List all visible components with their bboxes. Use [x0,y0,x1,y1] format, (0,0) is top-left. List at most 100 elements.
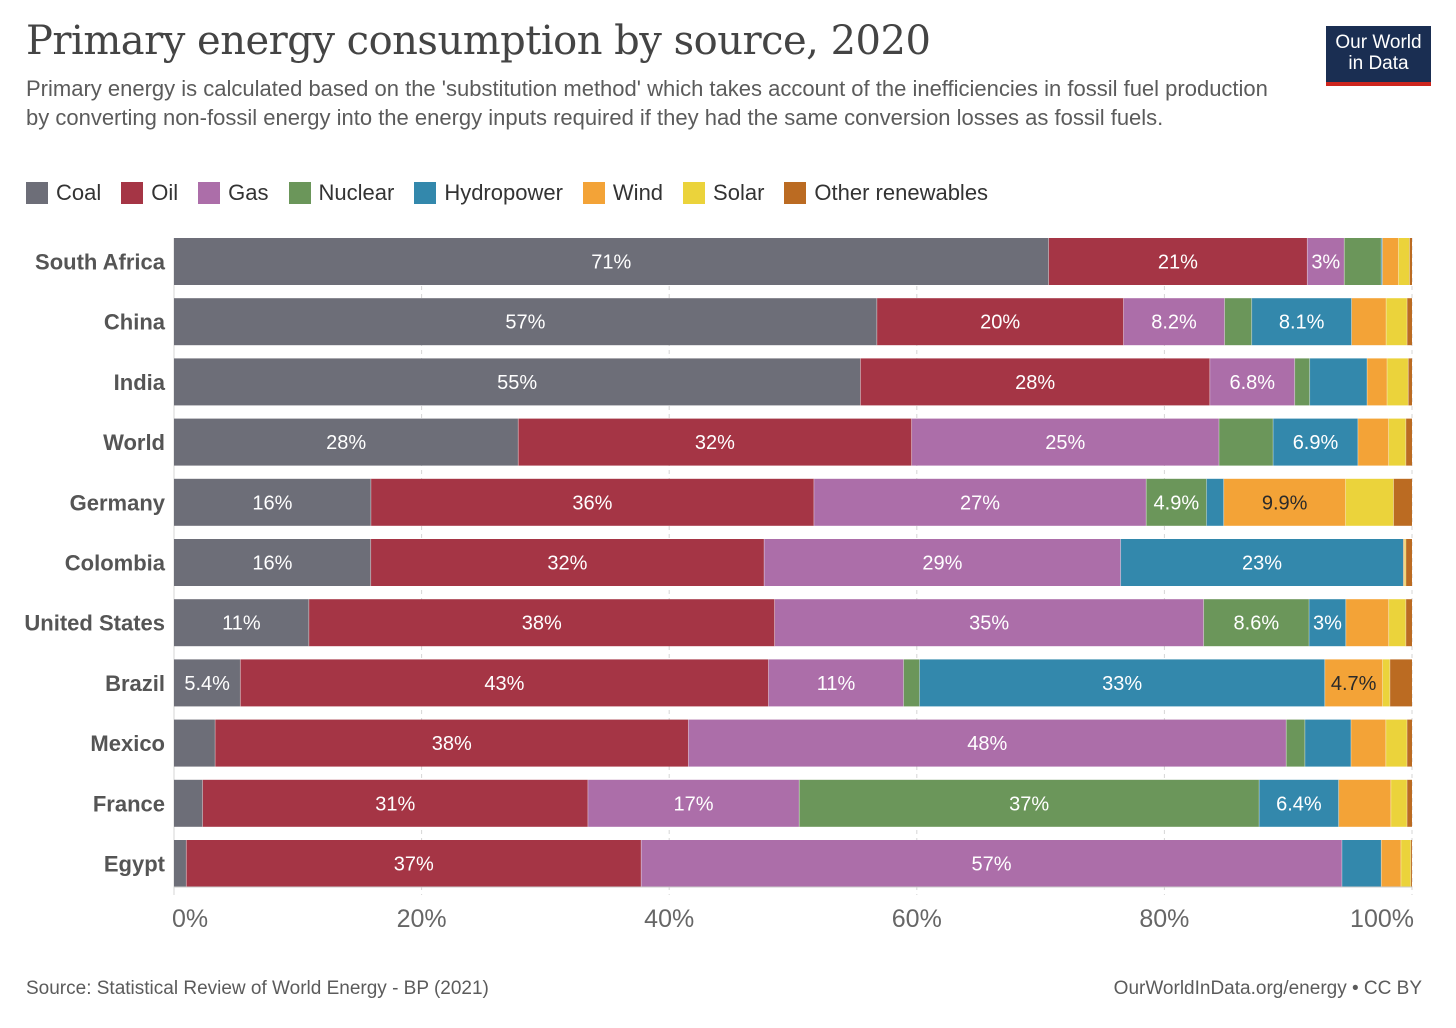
bar-segment[interactable] [1407,779,1412,827]
bar-segment[interactable] [1218,418,1274,466]
bar-segment[interactable] [1251,298,1352,346]
bar-segment[interactable] [1410,840,1412,887]
source-note[interactable]: Source: Statistical Review of World Ener… [26,978,489,999]
bar-segment[interactable] [174,659,241,707]
bar-segment[interactable] [174,478,371,526]
bar-segment[interactable] [174,840,187,887]
bar-segment[interactable] [1273,418,1358,466]
bar-segment[interactable] [1294,358,1310,406]
data-label: 27% [960,492,1000,514]
bar-segment[interactable] [186,840,642,887]
bar-segment[interactable] [1382,238,1399,285]
bar-segment[interactable] [1286,719,1305,767]
bar-segment[interactable] [1409,238,1412,285]
bar-segment[interactable] [1324,659,1383,707]
bar-segment[interactable] [370,539,765,586]
bar-segment[interactable] [370,478,814,526]
bar-segment[interactable] [1309,358,1368,406]
bar-segment[interactable] [1387,358,1409,406]
legend-item-coal[interactable]: Coal [26,180,101,206]
bar-segment[interactable] [813,478,1147,526]
legend-item-solar[interactable]: Solar [683,180,764,206]
bar-segment[interactable] [768,659,904,707]
bar-segment[interactable] [1048,238,1308,285]
bar-segment[interactable] [860,358,1210,406]
bar-segment[interactable] [1386,298,1408,346]
legend-item-other-renewables[interactable]: Other renewables [784,180,988,206]
x-tick-label: 40% [644,905,694,933]
bar-segment[interactable] [1403,539,1405,586]
bar-segment[interactable] [903,659,920,707]
bar-segment[interactable] [1203,599,1310,647]
owid-logo[interactable]: Our World in Data [1326,26,1431,86]
bar-segment[interactable] [1209,358,1295,406]
legend-item-hydropower[interactable]: Hydropower [414,180,563,206]
bar-segment[interactable] [1357,418,1389,466]
bar-segment[interactable] [1304,719,1351,767]
bar-segment[interactable] [688,719,1287,767]
bar-segment[interactable] [587,779,800,827]
bar-segment[interactable] [1388,418,1406,466]
bar-segment[interactable] [1344,238,1382,285]
bar-segment[interactable] [1350,719,1386,767]
bar-segment[interactable] [174,779,203,827]
bar-segment[interactable] [1338,779,1391,827]
bar-segment[interactable] [1388,599,1406,647]
bar-segment[interactable] [1351,298,1387,346]
bar-segment[interactable] [215,719,689,767]
bar-segment[interactable] [1405,599,1412,647]
bar-segment[interactable] [1309,599,1346,647]
bar-segment[interactable] [1345,478,1394,526]
legend-item-nuclear[interactable]: Nuclear [288,180,394,206]
bar-segment[interactable] [799,779,1260,827]
bar-segment[interactable] [641,840,1342,887]
bar-segment[interactable] [174,539,371,586]
bar-segment[interactable] [1120,539,1404,586]
bar-segment[interactable] [1390,779,1408,827]
bar-segment[interactable] [518,418,912,466]
bar-segment[interactable] [1405,539,1412,586]
credit-link[interactable]: OurWorldInData.org/energy • CC BY [1113,978,1422,999]
bar-segment[interactable] [174,298,877,346]
bar-segment[interactable] [1389,659,1412,707]
bar-segment[interactable] [174,719,216,767]
bar-segment[interactable] [1407,719,1412,767]
bar-segment[interactable] [174,238,1049,285]
data-label: 21% [1158,252,1198,274]
bar-segment[interactable] [1405,418,1412,466]
bar-segment[interactable] [1123,298,1225,346]
bar-segment[interactable] [1381,840,1401,887]
bar-segment[interactable] [919,659,1325,707]
legend-item-gas[interactable]: Gas [198,180,269,206]
bar-segment[interactable] [1146,478,1207,526]
bar-segment[interactable] [1341,840,1382,887]
bar-segment[interactable] [202,779,588,827]
bar-segment[interactable] [764,539,1121,586]
bar-segment[interactable] [1259,779,1339,827]
bar-segment[interactable] [1385,719,1408,767]
bar-segment[interactable] [1381,238,1383,285]
bar-segment[interactable] [876,298,1124,346]
legend-item-wind[interactable]: Wind [582,180,663,206]
bar-segment[interactable] [1307,238,1345,285]
bar-segment[interactable] [308,599,775,647]
bar-segment[interactable] [1206,478,1224,526]
bar-segment[interactable] [1393,478,1412,526]
bar-segment[interactable] [1408,358,1412,406]
bar-segment[interactable] [240,659,769,707]
bar-segment[interactable] [1400,840,1411,887]
bar-segment[interactable] [174,358,861,406]
bar-segment[interactable] [1407,298,1412,346]
bar-segment[interactable] [174,418,519,466]
bar-segment[interactable] [911,418,1219,466]
bar-segment[interactable] [1224,298,1252,346]
bar-segment[interactable] [1223,478,1346,526]
bar-segment[interactable] [1345,599,1389,647]
bar-segment[interactable] [1382,659,1390,707]
legend-item-oil[interactable]: Oil [121,180,178,206]
bar-segment[interactable] [774,599,1204,647]
bar-segment[interactable] [1367,358,1388,406]
bar-segment[interactable] [174,599,309,647]
bar-segment[interactable] [1404,539,1406,586]
bar-segment[interactable] [1398,238,1410,285]
